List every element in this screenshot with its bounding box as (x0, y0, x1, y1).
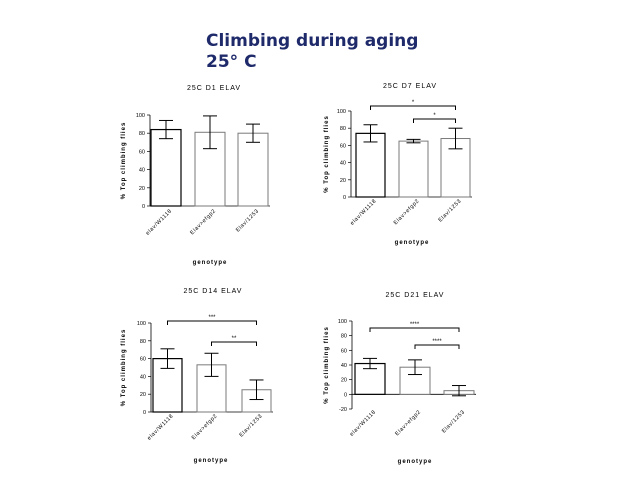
chart-title: 25C D14 ELAV (184, 288, 243, 295)
y-tick-label: 20 (139, 186, 145, 192)
y-tick-label: 40 (139, 168, 145, 174)
category-label: elav/W1118 (146, 413, 174, 441)
category-label: Elav>efgp2 (394, 409, 422, 437)
y-tick-label: 0 (343, 195, 346, 201)
y-tick-label: 20 (140, 392, 146, 398)
significance-label: **** (410, 322, 420, 328)
y-tick-label: 60 (340, 143, 346, 149)
category-label: Elav/1253 (239, 413, 264, 438)
significance-bracket (211, 341, 257, 346)
significance-bracket (414, 344, 460, 349)
category-label: Elav>efgp2 (189, 208, 217, 236)
category-label: Elav/1253 (235, 208, 260, 233)
main-title-line1: Climbing during aging (206, 31, 419, 51)
bar (152, 358, 183, 413)
significance-label: ** (232, 336, 237, 342)
chart-title: 25C D21 ELAV (386, 292, 445, 299)
category-label: Elav/1253 (438, 198, 463, 223)
y-axis-label: % Top climbing flies (121, 122, 127, 200)
bar (150, 128, 182, 207)
category-label: elav/W1118 (145, 208, 173, 236)
bar (398, 140, 429, 198)
y-axis-label: % Top climbing flies (324, 115, 330, 193)
significance-label: **** (432, 339, 442, 345)
significance-bracket (413, 118, 456, 123)
y-tick-label: 20 (341, 378, 347, 384)
y-tick-label: 80 (341, 334, 347, 340)
y-tick-label: 40 (140, 374, 146, 380)
x-axis-label: genotype (398, 459, 433, 465)
y-tick-label: 60 (341, 348, 347, 354)
y-tick-label: 80 (340, 126, 346, 132)
y-tick-label: 40 (341, 363, 347, 369)
significance-bracket (167, 320, 257, 325)
y-tick-label: 80 (140, 339, 146, 345)
y-tick-label: 20 (340, 178, 346, 184)
x-axis-label: genotype (395, 240, 430, 246)
main-title-line2: 25° C (206, 52, 257, 72)
significance-bracket (369, 327, 460, 332)
y-tick-label: 100 (338, 319, 347, 325)
chart-panel-1: 25C D1 ELAV 0 20 40 60 80 100 % Top climbing fl… (121, 85, 270, 266)
category-label: Elav>efgp2 (393, 198, 421, 226)
y-tick-label: 100 (137, 321, 146, 327)
chart-panel-2: 25C D7 ELAV 0 20 40 60 80 100 % Top climbing fl… (324, 83, 472, 246)
category-label: Elav/1253 (441, 409, 466, 434)
bar (237, 132, 269, 207)
y-axis-label: % Top climbing flies (324, 326, 330, 404)
chart-panel-4: 25C D21 ELAV -20 0 20 40 60 80 100 % Top climbin… (324, 292, 476, 465)
y-tick-label: 80 (139, 131, 145, 137)
significance-label: *** (208, 315, 216, 321)
y-tick-label: 0 (344, 392, 347, 398)
significance-label: * (412, 100, 415, 106)
chart-title: 25C D7 ELAV (383, 83, 437, 90)
y-tick-label: 100 (136, 113, 145, 119)
main-title: Climbing during aging 25° C (206, 31, 418, 73)
y-tick-label: -20 (339, 407, 347, 413)
category-label: elav/W1118 (349, 198, 377, 226)
bar (355, 132, 386, 198)
y-tick-label: 100 (337, 109, 346, 115)
y-tick-label: 60 (140, 357, 146, 363)
significance-bracket (370, 105, 456, 110)
category-label: elav/W1118 (349, 409, 377, 437)
significance-label: * (433, 113, 436, 119)
chart-title: 25C D1 ELAV (187, 85, 241, 92)
category-label: Elav>efgp2 (191, 413, 219, 441)
chart-panel-3: 25C D14 ELAV 0 20 40 60 80 100 % Top climbing f… (121, 288, 273, 464)
x-axis-label: genotype (193, 260, 228, 266)
y-tick-label: 40 (340, 161, 346, 167)
x-axis-label: genotype (194, 458, 229, 464)
y-tick-label: 0 (143, 410, 146, 416)
y-tick-label: 60 (139, 149, 145, 155)
y-tick-label: 0 (142, 204, 145, 210)
y-axis-label: % Top climbing flies (121, 329, 127, 407)
